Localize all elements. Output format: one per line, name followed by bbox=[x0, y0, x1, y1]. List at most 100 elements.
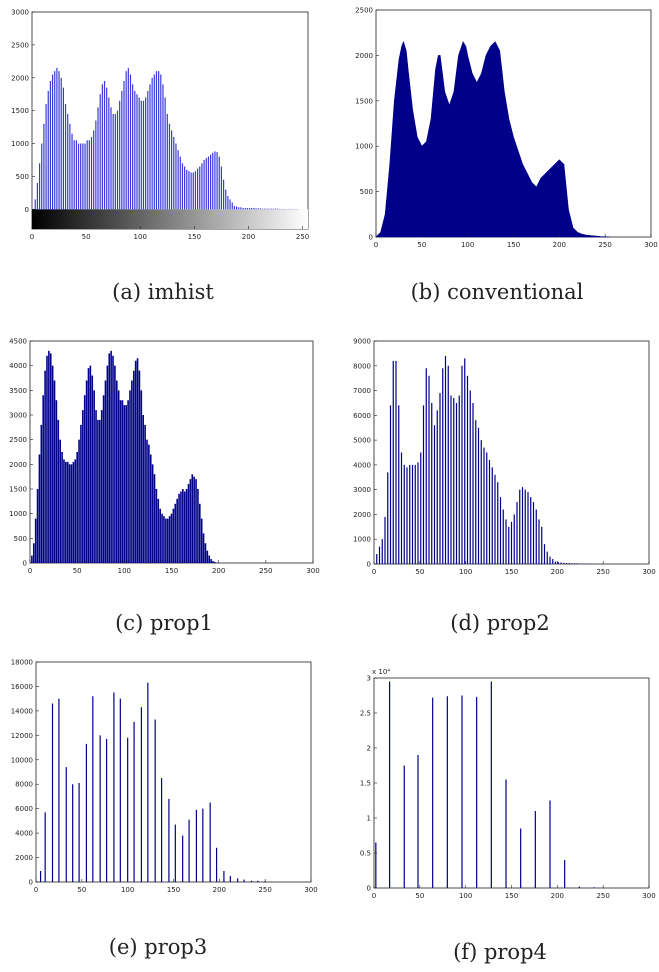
chart-panel-prop2: 0 50 100 150 200 250 300 0 1000 2000 3000 4000 5000 6… bbox=[340, 338, 659, 578]
y-tick-label: 4000 bbox=[353, 461, 371, 469]
y-tick-label: 500 bbox=[14, 535, 27, 543]
x-tick-label: 300 bbox=[306, 567, 319, 575]
chart-prop4: 0 50 100 150 200 250 300 0 0.5 1 1.5 2 2.5 3x 10⁴ bbox=[360, 668, 656, 900]
x-tick-label: 200 bbox=[553, 241, 566, 249]
caption-conventional: (b) conventional bbox=[410, 280, 584, 304]
x-tick-label: 50 bbox=[417, 241, 426, 249]
y-tick-label: 9000 bbox=[353, 338, 371, 346]
y-tick-label: 3500 bbox=[9, 387, 27, 395]
y-tick-label: 1 bbox=[367, 815, 371, 823]
y-tick-label: 1000 bbox=[355, 143, 373, 151]
y-tick-label: 8000 bbox=[15, 781, 33, 789]
x-tick-label: 300 bbox=[304, 886, 317, 894]
x-tick-label: 150 bbox=[505, 568, 518, 576]
x-tick-label: 150 bbox=[507, 241, 520, 249]
chart-prop3: 0 50 100 150 200 250 300 0 2000 4000 6000 8000 10000… bbox=[11, 659, 318, 895]
x-tick-label: 200 bbox=[242, 233, 255, 241]
chart-prop1: 0 50 100 150 200 250 3000500100015002000250030… bbox=[9, 338, 320, 576]
y-tick-label: 1.5 bbox=[360, 780, 371, 788]
plot-area bbox=[373, 677, 650, 889]
plot-area bbox=[35, 661, 312, 883]
caption-prop1: (c) prop1 bbox=[115, 611, 213, 635]
chart-panel-prop4: 0 50 100 150 200 250 300 0 0.5 1 1.5 2 2.5 3 x 10⁴ bbox=[340, 664, 659, 904]
y-tick-label: 0 bbox=[367, 561, 371, 569]
y-tick-label: 0 bbox=[367, 885, 371, 893]
x-tick-label: 300 bbox=[644, 241, 657, 249]
y-tick-label: 2.5 bbox=[360, 710, 371, 718]
x-tick-label: 300 bbox=[642, 892, 655, 900]
y-tick-label: 2000 bbox=[355, 52, 373, 60]
y-tick-label: 2 bbox=[367, 745, 371, 753]
x-tick-label: 0 bbox=[34, 886, 38, 894]
y-tick-label: 1000 bbox=[9, 510, 27, 518]
y-tick-label: 3000 bbox=[9, 412, 27, 420]
x-tick-label: 50 bbox=[415, 892, 424, 900]
x-tick-label: 200 bbox=[213, 886, 226, 894]
x-tick-label: 250 bbox=[596, 568, 609, 576]
x-tick-label: 150 bbox=[165, 567, 178, 575]
y-tick-label: 4000 bbox=[15, 830, 33, 838]
x-tick-label: 50 bbox=[77, 886, 86, 894]
x-tick-label: 200 bbox=[551, 568, 564, 576]
caption-prop2: (d) prop2 bbox=[450, 611, 550, 635]
x-tick-label: 100 bbox=[118, 567, 131, 575]
y-tick-label: 4500 bbox=[9, 338, 27, 346]
y-tick-label: 1000 bbox=[353, 536, 371, 544]
chart-panel-prop3: 0 50 100 150 200 250 300 0 2000 4000 6000 8000 10000… bbox=[4, 659, 324, 900]
caption-imhist: (a) imhist bbox=[112, 280, 214, 304]
x-tick-label: 0 bbox=[372, 568, 376, 576]
y-tick-label: 1500 bbox=[11, 107, 29, 115]
y-tick-label: 500 bbox=[360, 188, 373, 196]
y-tick-label: 4000 bbox=[9, 362, 27, 370]
y-tick-label: 3000 bbox=[353, 486, 371, 494]
x-tick-label: 200 bbox=[551, 892, 564, 900]
y-tick-label: 1500 bbox=[355, 97, 373, 105]
y-tick-label: 6000 bbox=[15, 805, 33, 813]
y-tick-label: 2500 bbox=[9, 436, 27, 444]
y-tick-label: 5000 bbox=[353, 437, 371, 445]
x-tick-label: 150 bbox=[188, 233, 201, 241]
x-tick-label: 150 bbox=[167, 886, 180, 894]
x-tick-label: 100 bbox=[461, 241, 474, 249]
x-tick-label: 100 bbox=[459, 568, 472, 576]
y-tick-label: 3 bbox=[367, 675, 371, 683]
caption-prop4: (f) prop4 bbox=[453, 940, 547, 964]
x-tick-label: 100 bbox=[134, 233, 147, 241]
x-tick-label: 300 bbox=[642, 568, 655, 576]
y-tick-label: 2000 bbox=[9, 461, 27, 469]
x-tick-label: 0 bbox=[30, 233, 34, 241]
x-tick-label: 100 bbox=[121, 886, 134, 894]
x-tick-label: 150 bbox=[505, 892, 518, 900]
y-tick-label: 1000 bbox=[11, 140, 29, 148]
x-tick-label: 0 bbox=[374, 241, 378, 249]
x-tick-label: 100 bbox=[459, 892, 472, 900]
y-tick-label: 8000 bbox=[353, 362, 371, 370]
y-tick-label: 10000 bbox=[11, 756, 33, 764]
y-tick-label: 14000 bbox=[11, 707, 33, 715]
y-tick-label: 0 bbox=[369, 234, 373, 242]
y-tick-label: 3000 bbox=[11, 9, 29, 17]
y-tick-label: 6000 bbox=[353, 412, 371, 420]
y-tick-label: 0 bbox=[29, 879, 33, 887]
y-tick-label: 0 bbox=[25, 206, 29, 214]
x-tick-label: 0 bbox=[372, 892, 376, 900]
y-tick-label: 0.5 bbox=[360, 850, 371, 858]
x-tick-label: 250 bbox=[296, 233, 309, 241]
y-tick-label: 12000 bbox=[11, 732, 33, 740]
chart-panel-conventional: 0 50 100 150 200 250 300 0 500 1000 1500 2000 2500 bbox=[340, 7, 659, 250]
y-tick-label: 16000 bbox=[11, 683, 33, 691]
x-tick-label: 250 bbox=[598, 241, 611, 249]
chart-prop2: 0 50 100 150 200 250 3000100020003000400050006… bbox=[353, 338, 656, 577]
x-tick-label: 50 bbox=[82, 233, 91, 241]
y-tick-label: 7000 bbox=[353, 387, 371, 395]
y-axis-exponent-label: x 10⁴ bbox=[372, 668, 390, 676]
x-tick-label: 50 bbox=[415, 568, 424, 576]
chart-panel-prop1: 0 50 100 150 200 250 300 0 500 1000 1500 2000 2500 30… bbox=[4, 338, 324, 578]
y-tick-label: 2000 bbox=[15, 854, 33, 862]
y-tick-label: 2000 bbox=[353, 511, 371, 519]
y-tick-label: 2500 bbox=[355, 7, 373, 15]
histogram-area bbox=[375, 40, 610, 238]
y-tick-label: 1500 bbox=[9, 486, 27, 494]
x-tick-label: 250 bbox=[259, 567, 272, 575]
